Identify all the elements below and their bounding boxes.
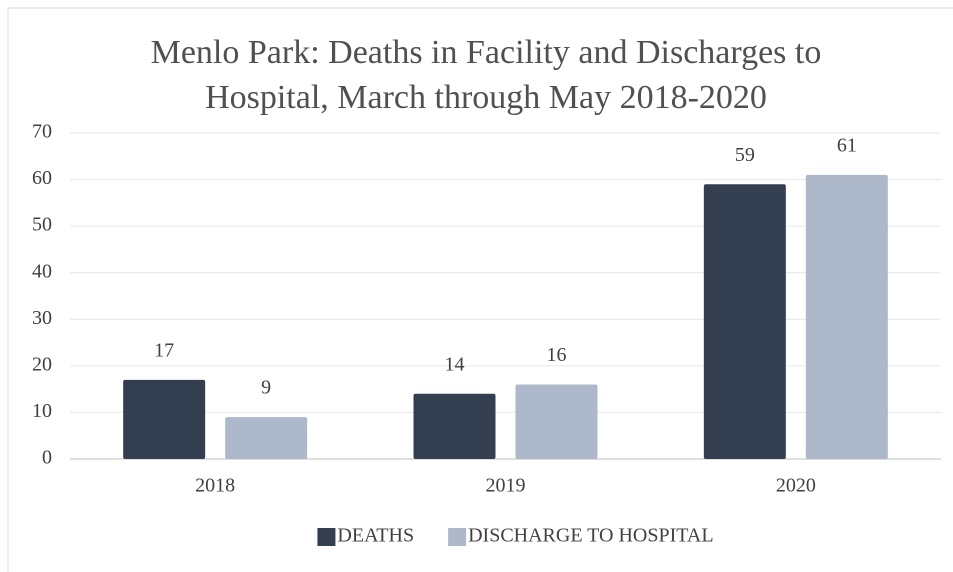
legend-swatch xyxy=(317,528,336,546)
y-tick-label: 0 xyxy=(42,447,52,469)
legend-swatch xyxy=(448,528,467,546)
x-tick-label: 2018 xyxy=(195,475,235,497)
data-label: 9 xyxy=(261,377,271,399)
y-tick-label: 50 xyxy=(32,214,52,236)
data-label: 16 xyxy=(547,344,567,366)
y-tick-label: 20 xyxy=(32,353,52,375)
legend-label: DEATHS xyxy=(337,525,414,547)
x-tick-label: 2020 xyxy=(776,475,816,497)
bar xyxy=(123,379,206,459)
y-tick-label: 10 xyxy=(32,400,52,422)
x-tick-label: 2019 xyxy=(486,475,526,497)
legend-label: DISCHARGE TO HOSPITAL xyxy=(468,525,713,547)
y-tick-label: 60 xyxy=(32,167,52,189)
bar xyxy=(805,174,888,459)
data-label: 59 xyxy=(735,144,755,166)
data-label: 14 xyxy=(445,353,465,375)
chart-border xyxy=(7,7,953,572)
data-label: 61 xyxy=(837,135,857,157)
bar xyxy=(703,184,786,459)
data-label: 17 xyxy=(154,339,174,361)
bar xyxy=(413,393,496,459)
y-tick-label: 40 xyxy=(32,260,52,282)
y-tick-label: 70 xyxy=(32,121,52,143)
bar xyxy=(225,417,308,459)
y-tick-label: 30 xyxy=(32,307,52,329)
bar xyxy=(515,384,598,459)
chart-title: Menlo Park: Deaths in Facility and Disch… xyxy=(150,34,822,116)
